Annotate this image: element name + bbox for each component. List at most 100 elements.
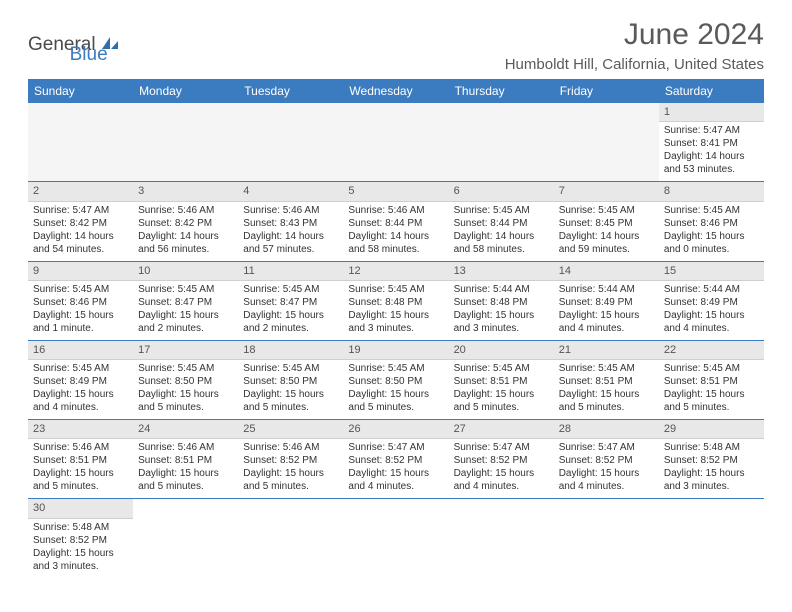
sunset-text: Sunset: 8:44 PM xyxy=(348,217,443,230)
day-number: 14 xyxy=(554,262,659,281)
day-number: 2 xyxy=(28,182,133,201)
daylight-text: Daylight: 15 hours and 5 minutes. xyxy=(559,388,654,414)
calendar-week-row: 23Sunrise: 5:46 AMSunset: 8:51 PMDayligh… xyxy=(28,420,764,499)
sunset-text: Sunset: 8:41 PM xyxy=(664,137,759,150)
weekday-header: Wednesday xyxy=(343,79,448,103)
sunset-text: Sunset: 8:50 PM xyxy=(243,375,338,388)
calendar-cell xyxy=(133,103,238,182)
day-number: 1 xyxy=(659,103,764,122)
sunset-text: Sunset: 8:43 PM xyxy=(243,217,338,230)
calendar-cell: 27Sunrise: 5:47 AMSunset: 8:52 PMDayligh… xyxy=(449,420,554,499)
sunrise-text: Sunrise: 5:45 AM xyxy=(559,204,654,217)
sunrise-text: Sunrise: 5:45 AM xyxy=(138,362,233,375)
sunset-text: Sunset: 8:45 PM xyxy=(559,217,654,230)
daylight-text: Daylight: 14 hours and 59 minutes. xyxy=(559,230,654,256)
location-subtitle: Humboldt Hill, California, United States xyxy=(505,56,764,73)
daylight-text: Daylight: 15 hours and 3 minutes. xyxy=(664,467,759,493)
calendar-cell: 9Sunrise: 5:45 AMSunset: 8:46 PMDaylight… xyxy=(28,261,133,340)
daylight-text: Daylight: 15 hours and 4 minutes. xyxy=(559,309,654,335)
day-number: 5 xyxy=(343,182,448,201)
daylight-text: Daylight: 15 hours and 3 minutes. xyxy=(33,547,128,573)
daylight-text: Daylight: 15 hours and 1 minute. xyxy=(33,309,128,335)
day-number: 25 xyxy=(238,420,343,439)
weekday-header: Friday xyxy=(554,79,659,103)
sunset-text: Sunset: 8:50 PM xyxy=(138,375,233,388)
calendar-cell: 19Sunrise: 5:45 AMSunset: 8:50 PMDayligh… xyxy=(343,340,448,419)
daylight-text: Daylight: 15 hours and 4 minutes. xyxy=(348,467,443,493)
sunset-text: Sunset: 8:52 PM xyxy=(348,454,443,467)
calendar-cell xyxy=(659,499,764,578)
daylight-text: Daylight: 15 hours and 5 minutes. xyxy=(348,388,443,414)
day-number: 7 xyxy=(554,182,659,201)
daylight-text: Daylight: 15 hours and 0 minutes. xyxy=(664,230,759,256)
daylight-text: Daylight: 15 hours and 5 minutes. xyxy=(664,388,759,414)
brand-logo: General Blue xyxy=(28,24,108,66)
sunset-text: Sunset: 8:49 PM xyxy=(559,296,654,309)
calendar-cell: 2Sunrise: 5:47 AMSunset: 8:42 PMDaylight… xyxy=(28,182,133,261)
calendar-cell: 25Sunrise: 5:46 AMSunset: 8:52 PMDayligh… xyxy=(238,420,343,499)
sunset-text: Sunset: 8:52 PM xyxy=(454,454,549,467)
calendar-cell: 15Sunrise: 5:44 AMSunset: 8:49 PMDayligh… xyxy=(659,261,764,340)
calendar-cell xyxy=(238,499,343,578)
calendar-cell: 13Sunrise: 5:44 AMSunset: 8:48 PMDayligh… xyxy=(449,261,554,340)
sunrise-text: Sunrise: 5:45 AM xyxy=(664,204,759,217)
day-number: 27 xyxy=(449,420,554,439)
calendar-cell: 4Sunrise: 5:46 AMSunset: 8:43 PMDaylight… xyxy=(238,182,343,261)
daylight-text: Daylight: 15 hours and 4 minutes. xyxy=(664,309,759,335)
calendar-cell: 8Sunrise: 5:45 AMSunset: 8:46 PMDaylight… xyxy=(659,182,764,261)
sunset-text: Sunset: 8:51 PM xyxy=(138,454,233,467)
sunset-text: Sunset: 8:52 PM xyxy=(33,534,128,547)
sunrise-text: Sunrise: 5:45 AM xyxy=(454,362,549,375)
weekday-header: Monday xyxy=(133,79,238,103)
day-number: 22 xyxy=(659,341,764,360)
sunrise-text: Sunrise: 5:46 AM xyxy=(243,441,338,454)
day-number: 17 xyxy=(133,341,238,360)
day-number: 4 xyxy=(238,182,343,201)
day-number: 9 xyxy=(28,262,133,281)
calendar-cell: 23Sunrise: 5:46 AMSunset: 8:51 PMDayligh… xyxy=(28,420,133,499)
sunrise-text: Sunrise: 5:45 AM xyxy=(33,362,128,375)
sunset-text: Sunset: 8:50 PM xyxy=(348,375,443,388)
sunrise-text: Sunrise: 5:47 AM xyxy=(559,441,654,454)
sunset-text: Sunset: 8:47 PM xyxy=(243,296,338,309)
calendar-cell: 6Sunrise: 5:45 AMSunset: 8:44 PMDaylight… xyxy=(449,182,554,261)
sunrise-text: Sunrise: 5:44 AM xyxy=(664,283,759,296)
daylight-text: Daylight: 15 hours and 5 minutes. xyxy=(138,467,233,493)
day-number: 18 xyxy=(238,341,343,360)
sunrise-text: Sunrise: 5:45 AM xyxy=(348,283,443,296)
day-number: 28 xyxy=(554,420,659,439)
daylight-text: Daylight: 15 hours and 4 minutes. xyxy=(559,467,654,493)
sunset-text: Sunset: 8:46 PM xyxy=(33,296,128,309)
calendar-cell xyxy=(449,499,554,578)
calendar-week-row: 1Sunrise: 5:47 AMSunset: 8:41 PMDaylight… xyxy=(28,103,764,182)
calendar-cell: 7 Sunrise: 5:45 AMSunset: 8:45 PMDaylight… xyxy=(554,182,659,261)
day-number: 3 xyxy=(133,182,238,201)
day-number: 21 xyxy=(554,341,659,360)
sunset-text: Sunset: 8:44 PM xyxy=(454,217,549,230)
sunset-text: Sunset: 8:48 PM xyxy=(454,296,549,309)
sunset-text: Sunset: 8:49 PM xyxy=(33,375,128,388)
daylight-text: Daylight: 15 hours and 4 minutes. xyxy=(33,388,128,414)
calendar-table: SundayMondayTuesdayWednesdayThursdayFrid… xyxy=(28,79,764,578)
calendar-cell xyxy=(343,499,448,578)
calendar-cell: 12Sunrise: 5:45 AMSunset: 8:48 PMDayligh… xyxy=(343,261,448,340)
sunset-text: Sunset: 8:51 PM xyxy=(559,375,654,388)
calendar-cell: 30Sunrise: 5:48 AMSunset: 8:52 PMDayligh… xyxy=(28,499,133,578)
sunrise-text: Sunrise: 5:47 AM xyxy=(348,441,443,454)
daylight-text: Daylight: 15 hours and 5 minutes. xyxy=(33,467,128,493)
sunset-text: Sunset: 8:49 PM xyxy=(664,296,759,309)
calendar-week-row: 16Sunrise: 5:45 AMSunset: 8:49 PMDayligh… xyxy=(28,340,764,419)
sunrise-text: Sunrise: 5:45 AM xyxy=(664,362,759,375)
sunrise-text: Sunrise: 5:44 AM xyxy=(454,283,549,296)
calendar-cell: 11Sunrise: 5:45 AMSunset: 8:47 PMDayligh… xyxy=(238,261,343,340)
calendar-cell: 22Sunrise: 5:45 AMSunset: 8:51 PMDayligh… xyxy=(659,340,764,419)
calendar-cell xyxy=(238,103,343,182)
sunset-text: Sunset: 8:51 PM xyxy=(454,375,549,388)
day-number: 29 xyxy=(659,420,764,439)
calendar-cell: 26Sunrise: 5:47 AMSunset: 8:52 PMDayligh… xyxy=(343,420,448,499)
daylight-text: Daylight: 15 hours and 5 minutes. xyxy=(243,388,338,414)
sunrise-text: Sunrise: 5:45 AM xyxy=(348,362,443,375)
page-header: General Blue June 2024 Humboldt Hill, Ca… xyxy=(28,18,764,73)
day-number: 20 xyxy=(449,341,554,360)
sunset-text: Sunset: 8:52 PM xyxy=(664,454,759,467)
